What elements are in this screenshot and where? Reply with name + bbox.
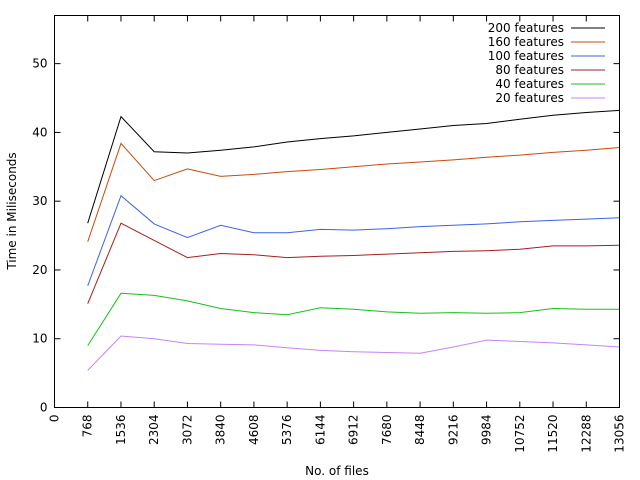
series-line-80-features — [87, 222, 620, 304]
y-tick-label: 10 — [32, 332, 47, 346]
legend-label: 200 features — [488, 21, 564, 35]
x-tick-label: 11520 — [546, 415, 560, 453]
y-tick-label: 30 — [32, 194, 47, 208]
x-tick-label: 4608 — [247, 415, 261, 446]
series-line-20-features — [87, 335, 620, 371]
series-lines — [87, 109, 620, 371]
x-tick-label: 0 — [48, 415, 62, 423]
x-tick-label: 13056 — [613, 415, 627, 453]
x-tick-label: 2304 — [147, 415, 161, 446]
x-tick-label: 12288 — [579, 415, 593, 453]
x-tick-label: 3072 — [180, 415, 194, 446]
series-line-100-features — [87, 194, 620, 286]
y-axis: 0 10 20 30 40 50 — [32, 57, 620, 415]
legend-label: 40 features — [495, 77, 564, 91]
legend-label: 20 features — [495, 91, 564, 105]
y-tick-label: 50 — [32, 57, 47, 71]
series-line-160-features — [87, 142, 620, 242]
series-line-40-features — [87, 292, 620, 346]
x-axis-title: No. of files — [305, 464, 369, 478]
x-tick-label: 6144 — [313, 415, 327, 446]
series-line-200-features — [87, 109, 620, 224]
x-tick-label: 7680 — [380, 415, 394, 446]
y-tick-label: 20 — [32, 263, 47, 277]
x-tick-label: 768 — [81, 415, 95, 438]
x-tick-label: 3840 — [214, 415, 228, 446]
y-tick-label: 0 — [40, 401, 48, 415]
x-tick-label: 9216 — [446, 415, 460, 446]
y-tick-label: 40 — [32, 125, 47, 139]
legend-label: 160 features — [488, 35, 564, 49]
y-axis-title: Time in Miliseconds — [5, 152, 19, 270]
legend-label: 100 features — [488, 49, 564, 63]
x-tick-label: 5376 — [280, 415, 294, 446]
x-tick-label: 6912 — [347, 415, 361, 446]
x-axis: 0 768 1536 2304 3072 3840 4608 5376 6144 6912 7680… — [48, 15, 627, 453]
x-tick-label: 1536 — [114, 415, 128, 446]
legend-label: 80 features — [495, 63, 564, 77]
x-tick-label: 9984 — [480, 415, 494, 446]
x-tick-label: 10752 — [513, 415, 527, 453]
plot-frame — [54, 15, 620, 408]
x-tick-label: 8448 — [413, 415, 427, 446]
